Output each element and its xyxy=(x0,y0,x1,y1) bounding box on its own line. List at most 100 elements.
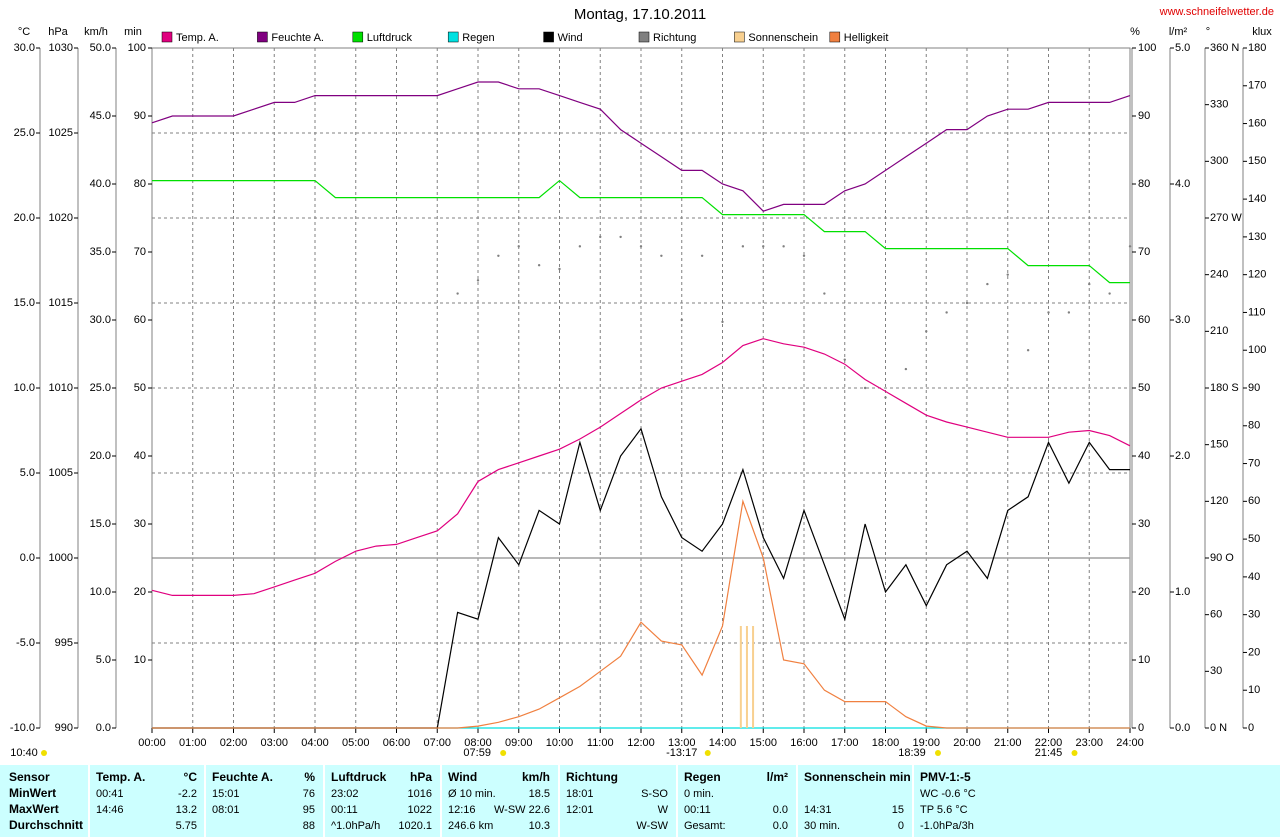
y-tick-label: 10 xyxy=(1248,684,1260,696)
table-cell: Temp. A. xyxy=(96,770,145,784)
y-tick-label: 100 xyxy=(1138,42,1156,54)
y-tick-label: 40 xyxy=(1138,450,1150,462)
legend-label: Feuchte A. xyxy=(271,32,324,44)
direction-dot xyxy=(517,245,520,248)
table-cell: 08:01 xyxy=(212,804,240,816)
y-tick-label: 130 xyxy=(1248,231,1266,243)
y-tick-label: 90 xyxy=(1248,382,1260,394)
y-tick-label: 10 xyxy=(1138,654,1150,666)
y-tick-label: 5.0 xyxy=(96,654,111,666)
table-cell: 18.5 xyxy=(529,788,550,800)
sun-icon xyxy=(500,750,507,756)
chart-title: Montag, 17.10.2011 xyxy=(574,6,706,23)
table-cell: Gesamt: xyxy=(684,820,726,832)
x-tick-label: 00:00 xyxy=(138,737,166,749)
table-cell: 5.75 xyxy=(176,820,197,832)
table-cell: hPa xyxy=(410,770,432,784)
legend-label: Temp. A. xyxy=(176,32,219,44)
y-tick-label: 1015 xyxy=(49,297,73,309)
series-line xyxy=(152,498,1130,729)
table-cell: S-SO xyxy=(641,788,668,800)
table-cell: Feuchte A. xyxy=(212,770,273,784)
sun-icon xyxy=(934,750,941,756)
legend-label: Helligkeit xyxy=(844,32,889,44)
source: www.schneifelwetter.de xyxy=(1159,6,1274,18)
sunshine-bar xyxy=(745,626,748,728)
sun-icon xyxy=(41,750,47,756)
direction-dot xyxy=(823,292,826,295)
direction-dot xyxy=(1006,273,1009,276)
table-cell: 18:01 xyxy=(566,788,594,800)
table-cell: 30 min. xyxy=(804,820,840,832)
table-cell: W-SW xyxy=(636,820,668,832)
table-cell: Richtung xyxy=(566,770,618,784)
y-tick-label: 30 xyxy=(1210,665,1222,677)
table-cell: ^1.0hPa/h xyxy=(331,820,380,832)
y-tick-label: 10.0 xyxy=(14,382,35,394)
x-tick-label: 12:00 xyxy=(627,737,655,749)
legend-swatch xyxy=(829,31,841,43)
axis-title: min xyxy=(124,26,142,38)
table-cell: 12:16 xyxy=(448,804,476,816)
table-cell: 14:31 xyxy=(804,804,832,816)
y-tick-label: 2.0 xyxy=(1175,450,1190,462)
direction-dot xyxy=(497,254,500,257)
x-tick-label: 05:00 xyxy=(342,737,370,749)
y-tick-label: 40 xyxy=(1248,571,1260,583)
table-cell: W xyxy=(658,804,669,816)
annotation: -13:17 xyxy=(666,747,697,759)
series-line xyxy=(151,81,1131,212)
axis-title: ° xyxy=(1206,26,1210,38)
table-cell: -1.0hPa/3h xyxy=(920,820,974,832)
y-tick-label: 160 xyxy=(1248,117,1266,129)
table-cell: 0.0 xyxy=(773,820,788,832)
table-cell: -2.2 xyxy=(178,788,197,800)
direction-dot xyxy=(986,282,989,286)
y-tick-label: 80 xyxy=(134,178,146,190)
x-tick-label: 24:00 xyxy=(1116,737,1144,749)
table-cell: °C xyxy=(184,770,198,784)
y-tick-label: 0.0 xyxy=(20,552,35,564)
direction-dot xyxy=(1108,292,1111,295)
direction-dot xyxy=(456,292,459,295)
legend-swatch xyxy=(447,31,459,43)
y-tick-label: 90 xyxy=(1138,110,1150,122)
y-tick-label: 60 xyxy=(1138,314,1150,326)
y-tick-label: 30.0 xyxy=(14,42,35,54)
y-tick-label: 50 xyxy=(1248,533,1260,545)
y-tick-label: 10.0 xyxy=(90,586,111,598)
y-tick-label: 100 xyxy=(128,42,146,54)
table-cell: 246.6 km xyxy=(448,820,493,832)
table-cell: km/h xyxy=(522,770,550,784)
y-tick-label: 1.0 xyxy=(1175,586,1190,598)
y-tick-label: 995 xyxy=(55,637,73,649)
table-cell: Regen xyxy=(684,770,721,784)
y-tick-label: 0 xyxy=(1138,722,1144,734)
legend-swatch xyxy=(734,31,745,43)
y-tick-label: 0 N xyxy=(1210,722,1227,734)
table-cell: Wind xyxy=(448,770,477,784)
y-tick-label: 10 xyxy=(134,654,146,666)
direction-dot xyxy=(904,367,908,371)
x-tick-label: 04:00 xyxy=(301,737,329,749)
direction-dot xyxy=(1067,311,1071,314)
sun-icon xyxy=(1071,750,1078,756)
table-cell: Durchschnitt xyxy=(9,818,83,832)
y-tick-label: 110 xyxy=(1248,306,1266,318)
y-tick-label: 150 xyxy=(1210,439,1228,451)
legend-label: Luftdruck xyxy=(367,32,413,44)
y-tick-label: 50.0 xyxy=(90,42,111,54)
x-tick-label: 01:00 xyxy=(179,737,207,749)
x-tick-label: 18:00 xyxy=(872,737,900,749)
legend-label: Richtung xyxy=(653,32,696,44)
y-tick-label: 360 N xyxy=(1210,42,1239,54)
y-tick-label: 0.0 xyxy=(1175,722,1190,734)
direction-dot xyxy=(945,311,948,314)
table-cell: Ø 10 min. xyxy=(448,788,496,800)
y-tick-label: 120 xyxy=(1248,269,1266,281)
y-tick-label: 210 xyxy=(1210,325,1228,337)
y-tick-label: 40.0 xyxy=(90,178,111,190)
x-tick-label: 19:00 xyxy=(912,737,940,749)
sun-icon xyxy=(704,750,711,756)
